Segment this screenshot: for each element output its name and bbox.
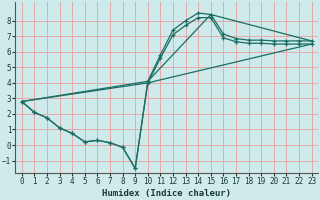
X-axis label: Humidex (Indice chaleur): Humidex (Indice chaleur) xyxy=(102,189,231,198)
